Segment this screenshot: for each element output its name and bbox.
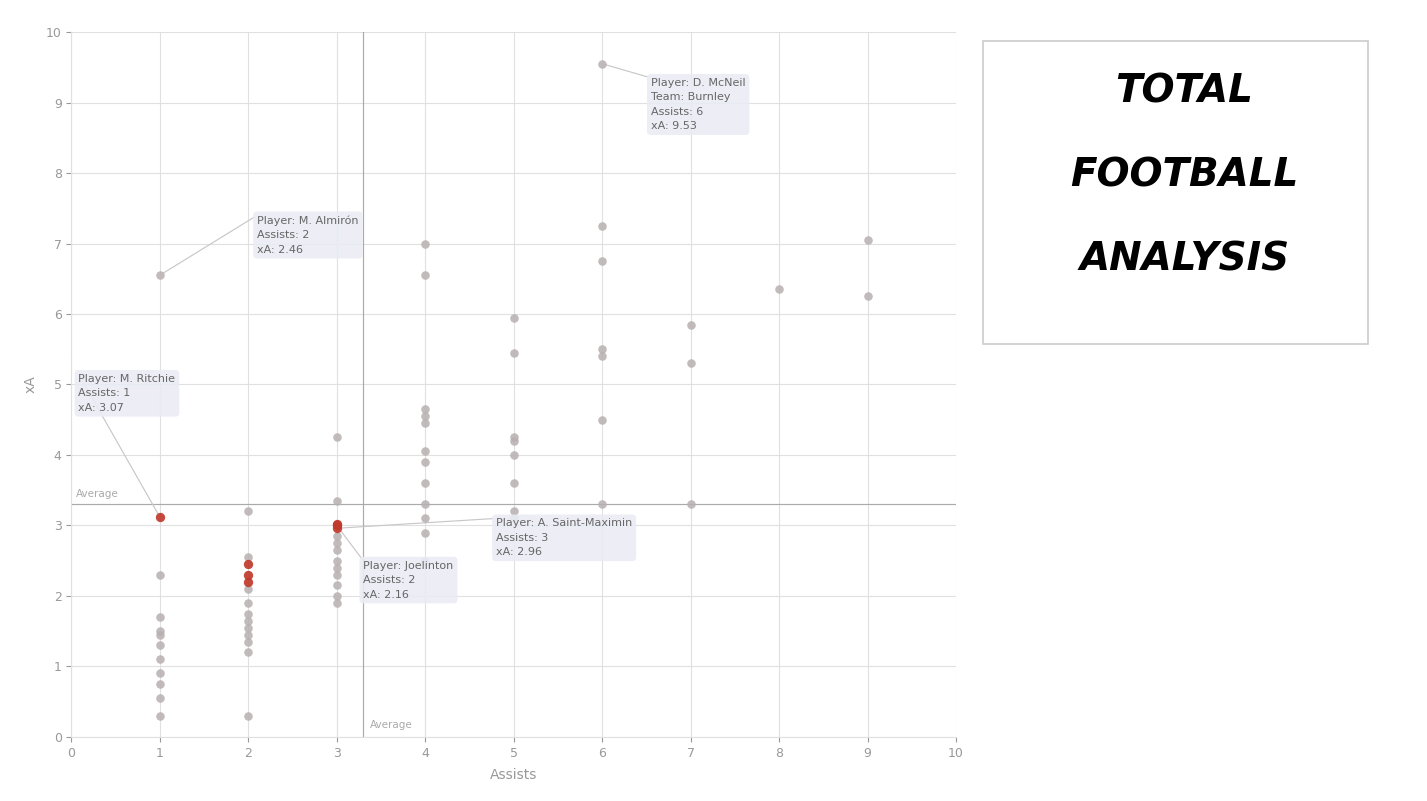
Point <box>325 537 348 549</box>
Point <box>148 653 171 666</box>
Point <box>325 562 348 574</box>
Point <box>148 569 171 582</box>
Point <box>856 234 879 247</box>
Point <box>502 477 525 489</box>
Point <box>237 582 260 595</box>
Point <box>679 318 702 331</box>
Point <box>325 529 348 542</box>
Point <box>237 635 260 648</box>
Point <box>414 417 437 429</box>
Point <box>148 625 171 638</box>
Point <box>325 517 348 530</box>
Point <box>325 494 348 507</box>
Point <box>148 628 171 641</box>
Point <box>237 622 260 634</box>
Point <box>591 343 614 356</box>
Text: Player: D. McNeil
Team: Burnley
Assists: 6
xA: 9.53: Player: D. McNeil Team: Burnley Assists:… <box>651 78 745 131</box>
Point <box>502 434 525 447</box>
Point <box>237 551 260 564</box>
Point <box>591 413 614 426</box>
Point <box>414 512 437 525</box>
Point <box>591 350 614 363</box>
Point <box>148 678 171 690</box>
Point <box>237 614 260 627</box>
Point <box>591 498 614 511</box>
Point <box>502 346 525 359</box>
Point <box>591 219 614 232</box>
Text: FOOTBALL: FOOTBALL <box>1070 156 1299 195</box>
Point <box>325 590 348 602</box>
Text: TOTAL: TOTAL <box>1116 72 1253 111</box>
Text: Player: M. Almirón
Assists: 2
xA: 2.46: Player: M. Almirón Assists: 2 xA: 2.46 <box>257 215 358 255</box>
Point <box>856 290 879 303</box>
Point <box>502 512 525 525</box>
Point <box>325 544 348 557</box>
Point <box>502 311 525 324</box>
Point <box>325 554 348 567</box>
Text: Player: M. Ritchie
Assists: 1
xA: 3.07: Player: M. Ritchie Assists: 1 xA: 3.07 <box>78 374 176 413</box>
Point <box>679 498 702 511</box>
Point <box>237 505 260 517</box>
Point <box>237 575 260 588</box>
Y-axis label: xA: xA <box>23 376 37 393</box>
Point <box>237 557 260 570</box>
Point <box>325 569 348 582</box>
Text: Player: A. Saint-Maximin
Assists: 3
xA: 2.96: Player: A. Saint-Maximin Assists: 3 xA: … <box>497 518 632 557</box>
Text: Average: Average <box>76 489 118 499</box>
Point <box>768 283 791 296</box>
Point <box>414 554 437 567</box>
Point <box>237 607 260 620</box>
Point <box>414 498 437 511</box>
Point <box>591 255 614 268</box>
Point <box>325 519 348 532</box>
Point <box>325 522 348 535</box>
Point <box>148 667 171 680</box>
Point <box>148 710 171 723</box>
Point <box>414 526 437 539</box>
Point <box>414 237 437 250</box>
Point <box>414 456 437 469</box>
X-axis label: Assists: Assists <box>489 768 538 782</box>
Point <box>414 477 437 489</box>
Text: Player: Joelinton
Assists: 2
xA: 2.16: Player: Joelinton Assists: 2 xA: 2.16 <box>364 561 454 599</box>
Point <box>148 510 171 523</box>
Point <box>148 610 171 623</box>
Point <box>502 431 525 444</box>
Point <box>325 578 348 591</box>
Point <box>414 403 437 416</box>
Text: Average: Average <box>370 720 412 730</box>
Point <box>414 445 437 458</box>
Point <box>591 58 614 70</box>
Point <box>325 597 348 610</box>
Point <box>237 646 260 658</box>
Text: ANALYSIS: ANALYSIS <box>1079 240 1290 279</box>
Point <box>237 569 260 582</box>
Point <box>237 628 260 641</box>
Point <box>414 269 437 282</box>
Point <box>148 269 171 282</box>
Point <box>325 431 348 444</box>
Point <box>679 357 702 370</box>
Point <box>148 692 171 705</box>
Point <box>414 410 437 423</box>
Point <box>237 597 260 610</box>
Point <box>502 505 525 517</box>
Point <box>502 449 525 461</box>
Point <box>148 639 171 652</box>
Point <box>237 710 260 723</box>
